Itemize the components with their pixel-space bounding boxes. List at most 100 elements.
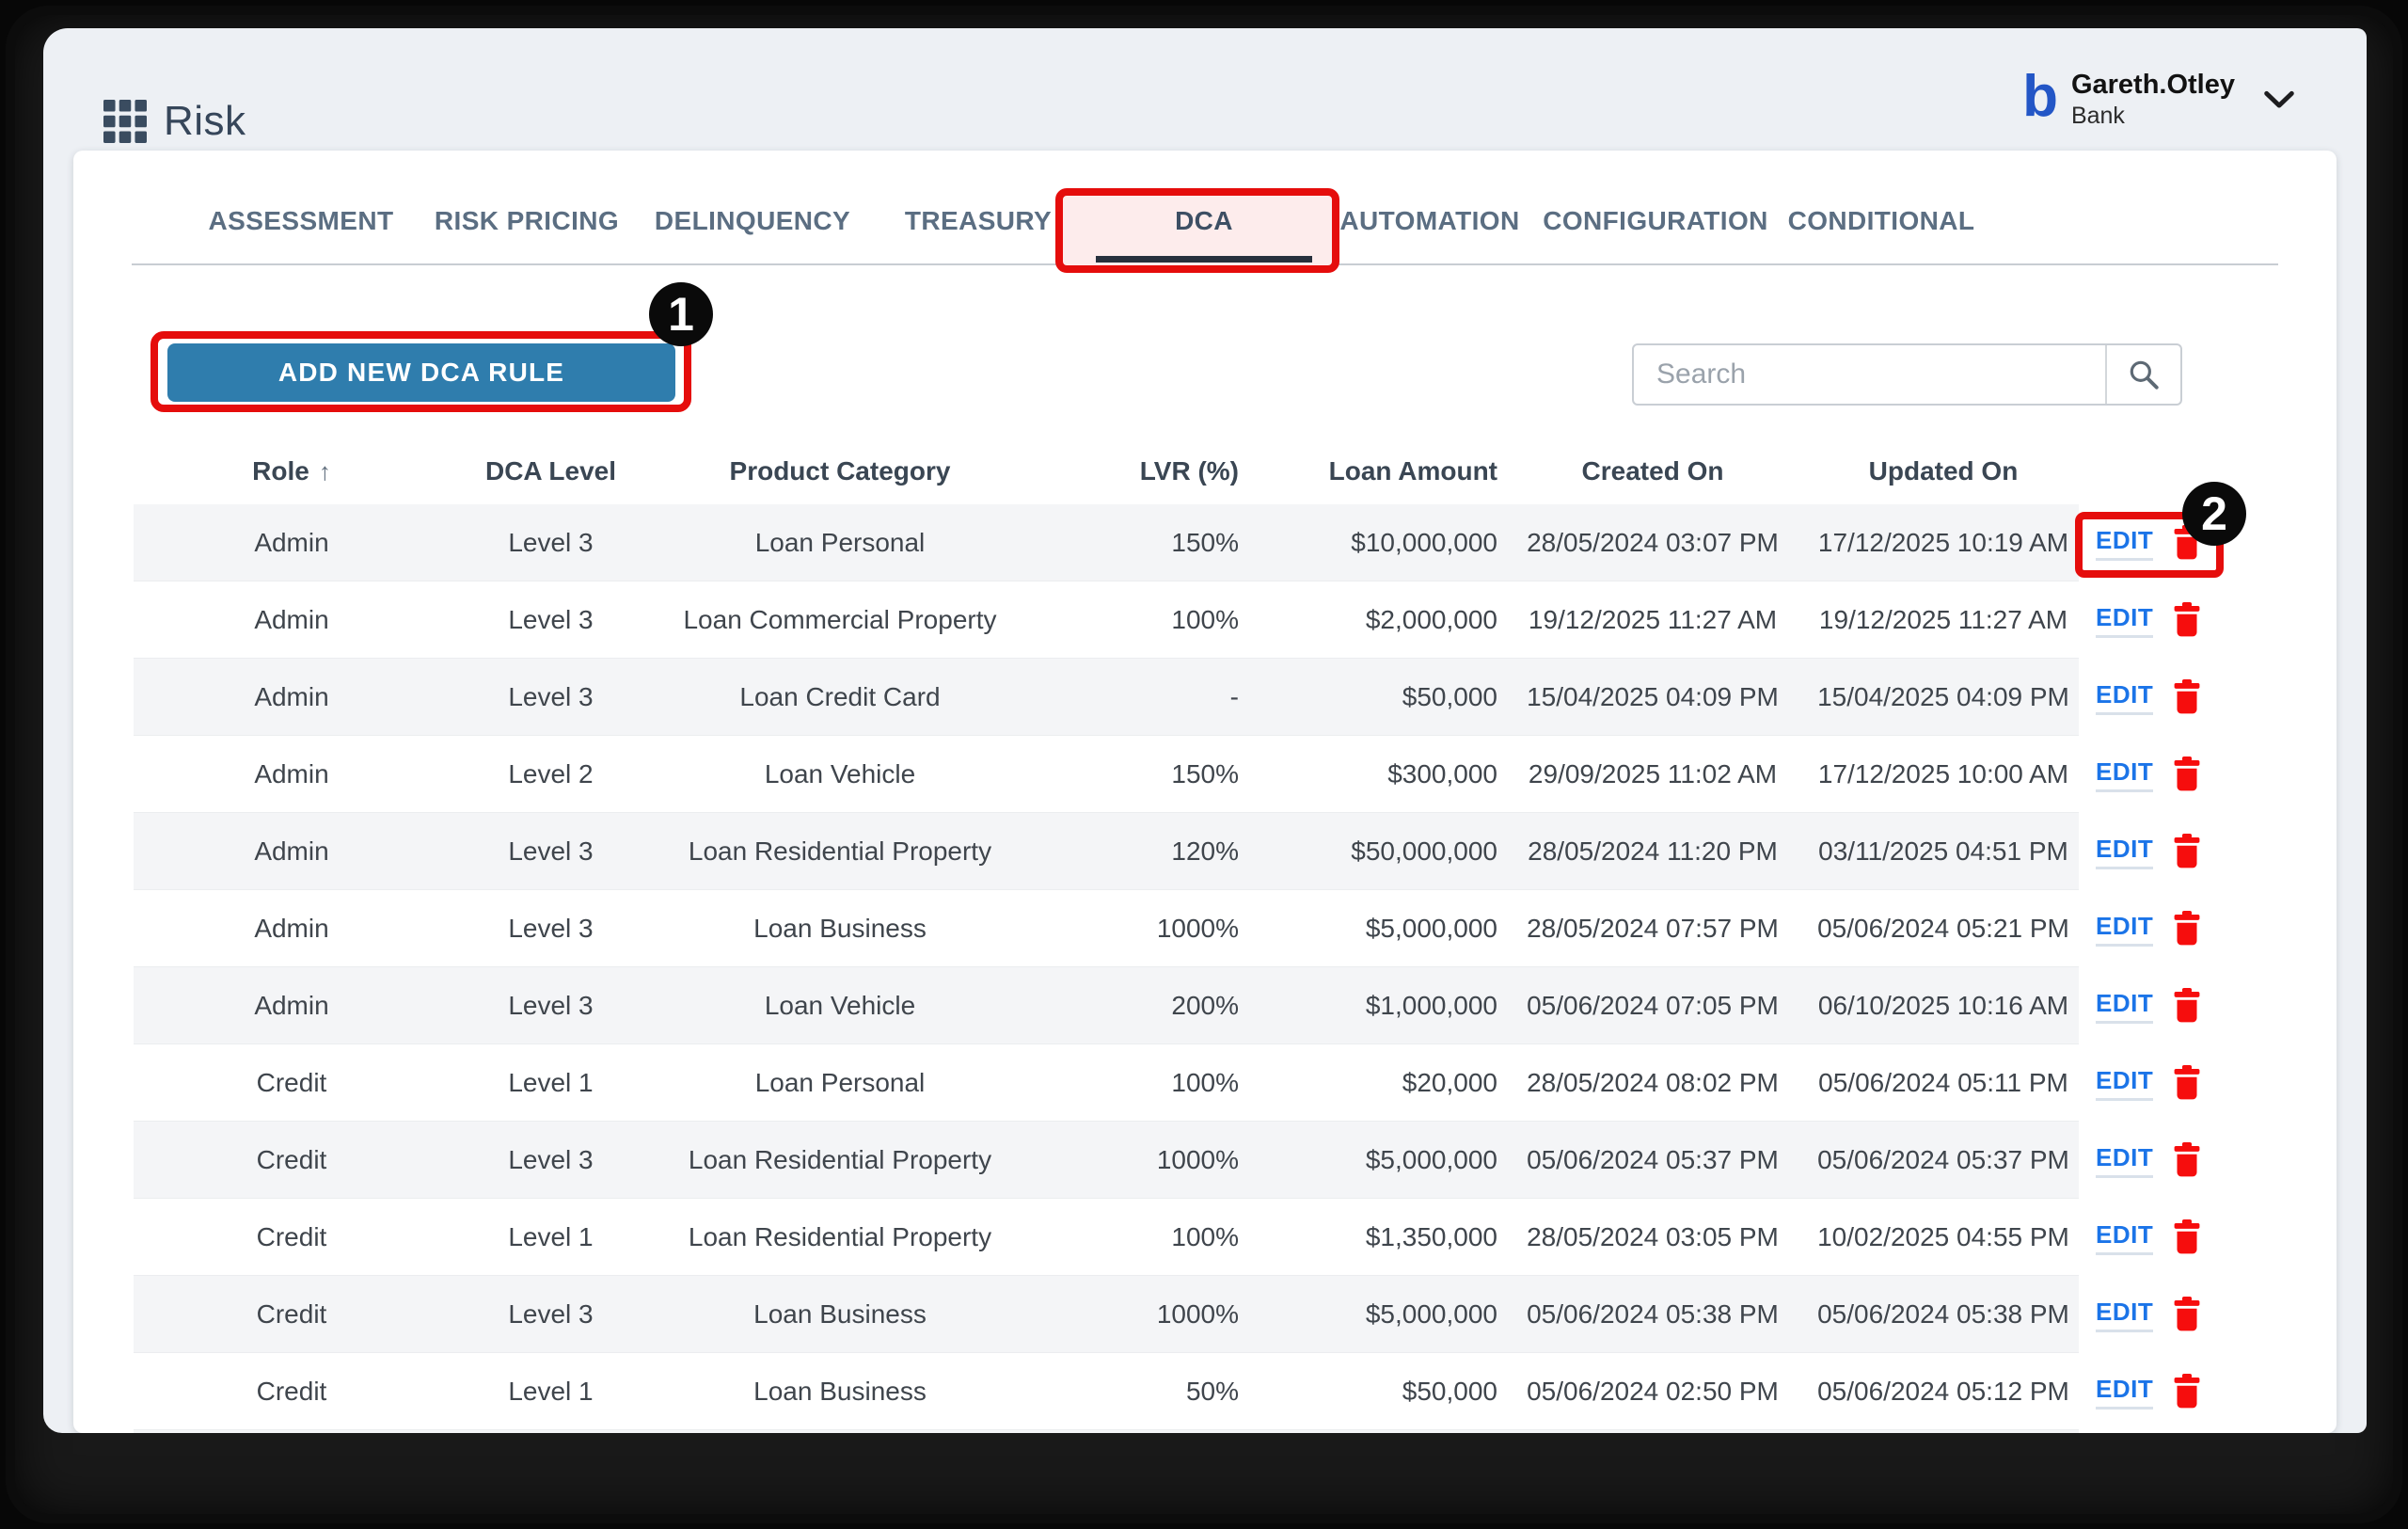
table-row: Credit Level 1 Loan Personal 100% $20,000 28/… (134, 1044, 2335, 1122)
cell-role: Admin (254, 759, 329, 788)
row-stripe (134, 659, 2079, 736)
tab-assessment[interactable]: ASSESSMENT (208, 206, 394, 235)
cell-product_category: Loan Business (753, 1377, 927, 1406)
edit-button[interactable]: EDIT (2096, 1220, 2154, 1255)
edit-button[interactable]: EDIT (2096, 526, 2154, 561)
row-cells: Admin Level 3 Loan Business 1000% $5,000,000… (134, 890, 2079, 967)
row-cells: Admin Level 3 Loan Vehicle 200% $1,000,000 05… (134, 967, 2079, 1044)
table-header-row: Role ↑ DCA Level Product Category LVR (%) Loa… (134, 438, 2079, 504)
delete-trash-icon[interactable] (2172, 1219, 2202, 1255)
row-actions: EDIT (2096, 967, 2202, 1044)
cell-updated_on: 17/12/2025 10:00 AM (1817, 759, 2069, 788)
tab-bar: ASSESSMENT RISK PRICING DELINQUENCY TREASUR… (132, 179, 1994, 263)
table-row: Credit Level 1 Loan Business 50% $50,000 05/0… (134, 1353, 2335, 1430)
cell-role: Admin (254, 605, 329, 634)
delete-trash-icon[interactable] (2172, 1297, 2202, 1332)
cell-dca_level: Level 2 (508, 759, 594, 788)
edit-button[interactable]: EDIT (2096, 912, 2154, 947)
annotation-badge-1: 1 (649, 282, 713, 346)
table-row: Admin Level 2 Loan Vehicle 150% $300,000 29/0… (134, 736, 2335, 813)
cell-loan_amount: $2,000,000 (1365, 605, 1497, 634)
delete-trash-icon[interactable] (2172, 1374, 2202, 1410)
tab-configuration[interactable]: CONFIGURATION (1543, 206, 1768, 235)
cell-loan_amount: $10,000,000 (1351, 528, 1497, 557)
cell-role: Admin (254, 682, 329, 711)
tab-conditional[interactable]: CONDITIONAL (1787, 206, 1975, 235)
bank-logo: b (2022, 64, 2058, 129)
row-actions: EDIT (2096, 1044, 2202, 1122)
user-name: Gareth.Otley (2070, 70, 2235, 100)
tab-automation[interactable]: AUTOMATION (1339, 206, 1520, 235)
cell-loan_amount: $20,000 (1402, 1068, 1497, 1097)
table-row: Admin Level 3 Loan Business 1000% $5,000,000… (134, 890, 2335, 967)
edit-button[interactable]: EDIT (2096, 835, 2154, 869)
edit-button[interactable]: EDIT (2096, 1375, 2154, 1410)
cell-dca_level: Level 3 (508, 528, 594, 557)
cell-created_on: 05/06/2024 07:05 PM (1527, 991, 1779, 1020)
column-header-product_category[interactable]: Product Category (729, 456, 951, 486)
cell-updated_on: 19/12/2025 11:27 AM (1818, 605, 2068, 634)
edit-button[interactable]: EDIT (2096, 1066, 2154, 1101)
column-header-loan_amount[interactable]: Loan Amount (1328, 456, 1497, 486)
row-stripe (134, 813, 2079, 890)
search-icon (2127, 358, 2161, 391)
cell-updated_on: 17/12/2025 10:19 AM (1817, 528, 2069, 557)
edit-button[interactable]: EDIT (2096, 1298, 2154, 1332)
search-input[interactable] (1634, 345, 2105, 404)
cell-dca_level: Level 3 (508, 682, 594, 711)
cell-dca_level: Level 3 (508, 1299, 594, 1329)
cell-role: Admin (254, 991, 329, 1020)
cell-loan_amount: $5,000,000 (1365, 1145, 1497, 1174)
delete-trash-icon[interactable] (2172, 602, 2202, 638)
delete-trash-icon[interactable] (2172, 1142, 2202, 1178)
row-cells: Admin Level 2 Loan Vehicle 150% $300,000 29/0… (134, 736, 2079, 813)
cell-lvr: 1000% (1156, 914, 1239, 943)
edit-button[interactable]: EDIT (2096, 603, 2154, 638)
tab-risk-pricing[interactable]: RISK PRICING (434, 206, 620, 235)
cell-loan_amount: $5,000,000 (1365, 1299, 1497, 1329)
edit-button[interactable]: EDIT (2096, 757, 2154, 792)
user-menu[interactable]: b Gareth.Otley Bank (2022, 68, 2295, 132)
table-row: Credit Level 3 Loan Business 1000% $5,000,00… (134, 1276, 2335, 1353)
delete-trash-icon[interactable] (2172, 911, 2202, 947)
column-header-dca_level[interactable]: DCA Level (484, 456, 616, 486)
table-row: Admin Level 3 Loan Personal 150% $10,000,000… (134, 504, 2335, 581)
cell-product_category: Loan Business (753, 1299, 927, 1329)
cell-lvr: 100% (1171, 1222, 1239, 1251)
delete-trash-icon[interactable] (2172, 988, 2202, 1024)
app-screen: Risk b Gareth.Otley Bank ASSESSMENT RISK … (43, 28, 2367, 1433)
add-new-dca-rule-button[interactable]: ADD NEW DCA RULE (167, 343, 675, 402)
delete-trash-icon[interactable] (2172, 679, 2202, 715)
cell-created_on: 28/05/2024 11:20 PM (1528, 836, 1778, 866)
search-button[interactable] (2105, 345, 2180, 404)
delete-trash-icon[interactable] (2172, 757, 2202, 792)
delete-trash-icon[interactable] (2172, 834, 2202, 869)
cell-product_category: Loan Residential Property (688, 836, 992, 866)
cell-updated_on: 03/11/2025 04:51 PM (1818, 836, 2068, 866)
cell-created_on: 05/06/2024 02:50 PM (1527, 1377, 1779, 1406)
cell-created_on: 15/04/2025 04:09 PM (1527, 682, 1779, 711)
sort-ascending-icon: ↑ (318, 457, 331, 486)
cell-dca_level: Level 1 (508, 1068, 594, 1097)
cell-updated_on: 10/02/2025 04:55 PM (1817, 1222, 2069, 1251)
tab-dca[interactable]: DCA (1091, 179, 1317, 263)
column-header-updated_on[interactable]: Updated On (1868, 456, 2019, 486)
edit-button[interactable]: EDIT (2096, 1143, 2154, 1178)
delete-trash-icon[interactable] (2172, 1065, 2202, 1101)
edit-button[interactable]: EDIT (2096, 989, 2154, 1024)
tab-treasury[interactable]: TREASURY (904, 206, 1053, 235)
row-actions: EDIT (2096, 890, 2202, 967)
column-header-lvr[interactable]: LVR (%) (1139, 456, 1239, 486)
cell-role: Credit (256, 1145, 327, 1174)
cell-created_on: 28/05/2024 07:57 PM (1527, 914, 1779, 943)
cell-lvr: 1000% (1156, 1299, 1239, 1329)
row-cells: Credit Level 3 Loan Residential Property 10… (134, 1122, 2079, 1199)
column-header-role[interactable]: Role ↑ (252, 456, 331, 486)
column-header-created_on[interactable]: Created On (1581, 456, 1724, 486)
annotation-badge-2: 2 (2182, 482, 2246, 546)
table-row: Admin Level 3 Loan Vehicle 200% $1,000,000 05… (134, 967, 2335, 1044)
row-stripe (134, 1276, 2079, 1353)
tab-delinquency[interactable]: DELINQUENCY (654, 206, 851, 235)
edit-button[interactable]: EDIT (2096, 680, 2154, 715)
search-box (1632, 343, 2182, 406)
